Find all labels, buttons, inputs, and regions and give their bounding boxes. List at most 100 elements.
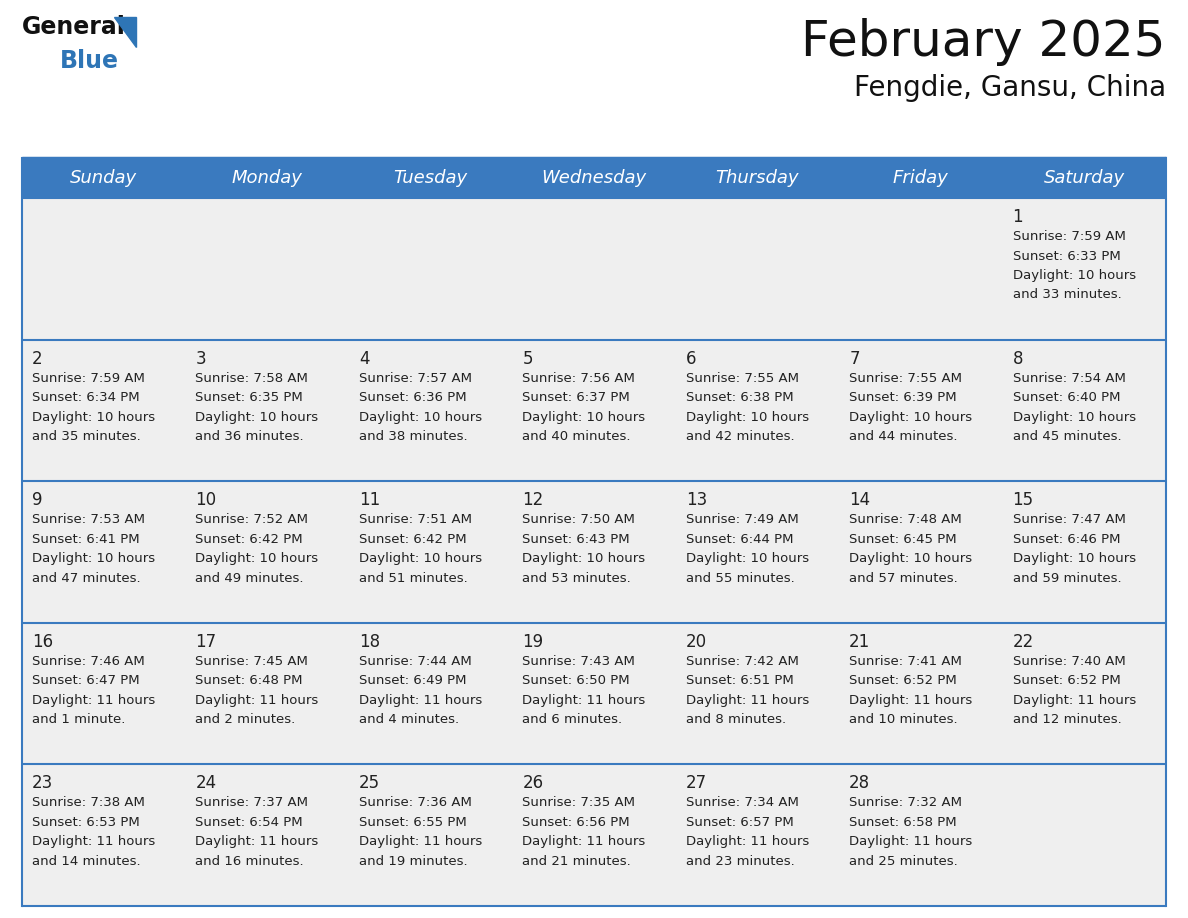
- Text: Daylight: 10 hours: Daylight: 10 hours: [849, 410, 972, 423]
- Text: 9: 9: [32, 491, 43, 509]
- Text: 28: 28: [849, 775, 871, 792]
- Bar: [23, 481, 1165, 622]
- Text: 1: 1: [1012, 208, 1023, 226]
- Polygon shape: [114, 17, 135, 47]
- Text: Daylight: 10 hours: Daylight: 10 hours: [849, 553, 972, 565]
- Text: Sunset: 6:49 PM: Sunset: 6:49 PM: [359, 675, 467, 688]
- Text: 14: 14: [849, 491, 871, 509]
- Text: Sunrise: 7:52 AM: Sunrise: 7:52 AM: [196, 513, 309, 526]
- Text: Sunset: 6:55 PM: Sunset: 6:55 PM: [359, 816, 467, 829]
- Text: Sunrise: 7:49 AM: Sunrise: 7:49 AM: [685, 513, 798, 526]
- Text: Sunset: 6:47 PM: Sunset: 6:47 PM: [32, 675, 140, 688]
- Text: Sunrise: 7:59 AM: Sunrise: 7:59 AM: [1012, 230, 1125, 243]
- Text: Sunrise: 7:59 AM: Sunrise: 7:59 AM: [32, 372, 145, 385]
- Text: Sunset: 6:54 PM: Sunset: 6:54 PM: [196, 816, 303, 829]
- Text: Sunset: 6:35 PM: Sunset: 6:35 PM: [196, 391, 303, 404]
- Text: Thursday: Thursday: [715, 169, 800, 187]
- Text: Sunset: 6:37 PM: Sunset: 6:37 PM: [523, 391, 630, 404]
- Text: 24: 24: [196, 775, 216, 792]
- Text: 19: 19: [523, 633, 543, 651]
- Text: Fengdie, Gansu, China: Fengdie, Gansu, China: [854, 74, 1165, 102]
- Text: Sunset: 6:57 PM: Sunset: 6:57 PM: [685, 816, 794, 829]
- Text: 11: 11: [359, 491, 380, 509]
- Text: Sunrise: 7:50 AM: Sunrise: 7:50 AM: [523, 513, 636, 526]
- Text: 5: 5: [523, 350, 532, 367]
- Text: Friday: Friday: [893, 169, 949, 187]
- Text: Sunrise: 7:51 AM: Sunrise: 7:51 AM: [359, 513, 472, 526]
- Text: Daylight: 10 hours: Daylight: 10 hours: [196, 410, 318, 423]
- Text: 17: 17: [196, 633, 216, 651]
- Text: and 16 minutes.: and 16 minutes.: [196, 855, 304, 868]
- Text: Daylight: 11 hours: Daylight: 11 hours: [359, 835, 482, 848]
- Text: and 53 minutes.: and 53 minutes.: [523, 572, 631, 585]
- Text: Daylight: 10 hours: Daylight: 10 hours: [32, 410, 156, 423]
- Text: Sunrise: 7:58 AM: Sunrise: 7:58 AM: [196, 372, 309, 385]
- Text: and 42 minutes.: and 42 minutes.: [685, 431, 795, 443]
- Bar: [23, 622, 1165, 765]
- Text: Daylight: 11 hours: Daylight: 11 hours: [523, 694, 645, 707]
- Text: Sunrise: 7:46 AM: Sunrise: 7:46 AM: [32, 655, 145, 667]
- Text: and 57 minutes.: and 57 minutes.: [849, 572, 958, 585]
- Text: and 12 minutes.: and 12 minutes.: [1012, 713, 1121, 726]
- Text: Sunrise: 7:54 AM: Sunrise: 7:54 AM: [1012, 372, 1125, 385]
- Text: 6: 6: [685, 350, 696, 367]
- Text: and 6 minutes.: and 6 minutes.: [523, 713, 623, 726]
- Text: and 8 minutes.: and 8 minutes.: [685, 713, 785, 726]
- Text: and 55 minutes.: and 55 minutes.: [685, 572, 795, 585]
- Text: Sunrise: 7:45 AM: Sunrise: 7:45 AM: [196, 655, 309, 667]
- Text: Daylight: 10 hours: Daylight: 10 hours: [523, 410, 645, 423]
- Text: Sunset: 6:41 PM: Sunset: 6:41 PM: [32, 532, 140, 545]
- Text: Daylight: 10 hours: Daylight: 10 hours: [1012, 553, 1136, 565]
- Bar: [23, 340, 1165, 481]
- Text: Sunrise: 7:32 AM: Sunrise: 7:32 AM: [849, 797, 962, 810]
- Text: Daylight: 11 hours: Daylight: 11 hours: [32, 835, 156, 848]
- Text: and 4 minutes.: and 4 minutes.: [359, 713, 459, 726]
- Text: Wednesday: Wednesday: [542, 169, 646, 187]
- Text: and 59 minutes.: and 59 minutes.: [1012, 572, 1121, 585]
- Text: Sunset: 6:44 PM: Sunset: 6:44 PM: [685, 532, 794, 545]
- Text: Blue: Blue: [61, 49, 119, 73]
- Text: Sunset: 6:53 PM: Sunset: 6:53 PM: [32, 816, 140, 829]
- Text: Sunset: 6:42 PM: Sunset: 6:42 PM: [359, 532, 467, 545]
- Text: Daylight: 11 hours: Daylight: 11 hours: [685, 694, 809, 707]
- Text: Sunset: 6:52 PM: Sunset: 6:52 PM: [1012, 675, 1120, 688]
- Text: and 45 minutes.: and 45 minutes.: [1012, 431, 1121, 443]
- Text: Sunset: 6:33 PM: Sunset: 6:33 PM: [1012, 250, 1120, 263]
- Bar: [23, 198, 1165, 340]
- Text: 27: 27: [685, 775, 707, 792]
- Text: Sunrise: 7:34 AM: Sunrise: 7:34 AM: [685, 797, 798, 810]
- Text: Daylight: 11 hours: Daylight: 11 hours: [685, 835, 809, 848]
- Text: February 2025: February 2025: [802, 18, 1165, 66]
- Text: 18: 18: [359, 633, 380, 651]
- Text: Daylight: 10 hours: Daylight: 10 hours: [1012, 269, 1136, 282]
- Text: Daylight: 11 hours: Daylight: 11 hours: [196, 835, 318, 848]
- Text: and 40 minutes.: and 40 minutes.: [523, 431, 631, 443]
- Text: and 14 minutes.: and 14 minutes.: [32, 855, 140, 868]
- Text: 7: 7: [849, 350, 860, 367]
- Text: Tuesday: Tuesday: [393, 169, 468, 187]
- Text: Sunrise: 7:44 AM: Sunrise: 7:44 AM: [359, 655, 472, 667]
- Text: 21: 21: [849, 633, 871, 651]
- Text: Daylight: 10 hours: Daylight: 10 hours: [685, 553, 809, 565]
- Text: Sunrise: 7:37 AM: Sunrise: 7:37 AM: [196, 797, 309, 810]
- Text: and 51 minutes.: and 51 minutes.: [359, 572, 468, 585]
- Text: and 36 minutes.: and 36 minutes.: [196, 431, 304, 443]
- Text: Daylight: 10 hours: Daylight: 10 hours: [32, 553, 156, 565]
- Text: and 35 minutes.: and 35 minutes.: [32, 431, 140, 443]
- Text: 15: 15: [1012, 491, 1034, 509]
- Text: Daylight: 11 hours: Daylight: 11 hours: [359, 694, 482, 707]
- Text: 10: 10: [196, 491, 216, 509]
- Text: and 44 minutes.: and 44 minutes.: [849, 431, 958, 443]
- Text: Sunrise: 7:38 AM: Sunrise: 7:38 AM: [32, 797, 145, 810]
- Text: Daylight: 11 hours: Daylight: 11 hours: [1012, 694, 1136, 707]
- Text: and 23 minutes.: and 23 minutes.: [685, 855, 795, 868]
- Text: Sunset: 6:52 PM: Sunset: 6:52 PM: [849, 675, 956, 688]
- Text: Sunset: 6:43 PM: Sunset: 6:43 PM: [523, 532, 630, 545]
- Text: Daylight: 10 hours: Daylight: 10 hours: [523, 553, 645, 565]
- Text: Sunday: Sunday: [70, 169, 138, 187]
- Text: Sunrise: 7:56 AM: Sunrise: 7:56 AM: [523, 372, 636, 385]
- Text: 23: 23: [32, 775, 53, 792]
- Text: Sunrise: 7:48 AM: Sunrise: 7:48 AM: [849, 513, 962, 526]
- Text: and 47 minutes.: and 47 minutes.: [32, 572, 140, 585]
- Text: Sunrise: 7:47 AM: Sunrise: 7:47 AM: [1012, 513, 1125, 526]
